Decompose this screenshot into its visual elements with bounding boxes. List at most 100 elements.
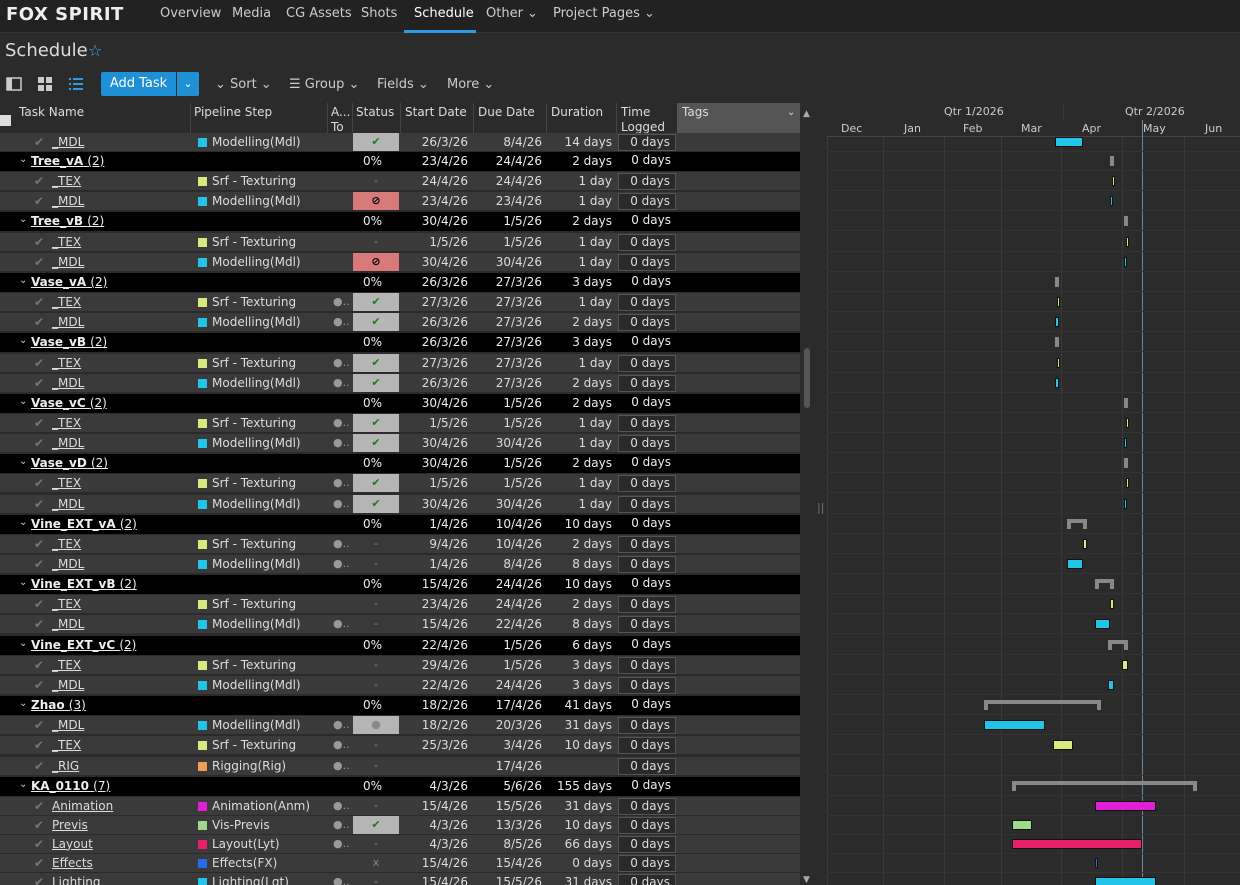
brand-logo[interactable]: FOX SPIRIT — [6, 4, 124, 25]
start-date[interactable]: 18/2/26 — [421, 698, 468, 713]
due-date[interactable]: 8/5/26 — [503, 836, 542, 851]
due-date[interactable]: 30/4/26 — [495, 496, 542, 511]
duration[interactable]: 1 day — [578, 194, 612, 209]
group-row[interactable]: ⌄ Tree_vB (2) 0% 30/4/26 1/5/26 2 days 0 days — [0, 212, 800, 232]
task-row[interactable]: ✔ _MDL Modelling(Mdl) ●.. ✔ 30/4/26 30/4/26 1 d… — [0, 494, 800, 514]
pipeline-step[interactable]: Srf - Texturing — [212, 355, 297, 370]
time-logged[interactable]: 0 days — [618, 134, 676, 151]
task-row[interactable]: ✔ _TEX Srf - Texturing ●.. ✔ 27/3/26 27/3/26 1 … — [0, 293, 800, 313]
time-logged[interactable]: 0 days — [618, 835, 676, 853]
task-row[interactable]: ✔ _MDL Modelling(Mdl) ●.. ✔ 26/3/26 27/3/26 2 d… — [0, 373, 800, 393]
status-badge[interactable]: ✔ — [353, 313, 399, 332]
gantt-summary-bar[interactable] — [1108, 639, 1129, 650]
task-check-icon[interactable]: ✔ — [34, 436, 45, 451]
assignee-avatar-icon[interactable]: ●.. — [333, 355, 350, 369]
time-logged[interactable]: 0 days — [618, 314, 676, 332]
col-assigned[interactable]: A... To — [331, 105, 350, 135]
time-logged[interactable]: 0 days — [618, 777, 676, 795]
gantt-task-bar[interactable] — [1057, 297, 1061, 308]
status-badge[interactable]: - — [374, 597, 378, 611]
group-name[interactable]: Vase_vC (2) — [31, 396, 107, 410]
nav-overview[interactable]: Overview — [160, 6, 222, 21]
fields-button[interactable]: Fields ⌄ — [377, 77, 429, 92]
gantt-task-bar[interactable] — [1094, 876, 1156, 885]
col-time-logged[interactable]: Time Logged — [621, 105, 665, 135]
add-task-menu-button[interactable]: ⌄ — [177, 72, 199, 96]
task-name-link[interactable]: _TEX — [52, 355, 82, 370]
due-date[interactable]: 20/3/26 — [495, 718, 542, 733]
task-row[interactable]: ✔ _TEX Srf - Texturing ●.. ✔ 1/5/26 1/5/26 1 da… — [0, 474, 800, 494]
pipeline-step[interactable]: Srf - Texturing — [212, 597, 297, 612]
due-date[interactable]: 27/3/26 — [495, 295, 542, 310]
task-check-icon[interactable]: ✔ — [34, 874, 45, 885]
expand-chevron-icon[interactable]: ⌄ — [19, 637, 28, 649]
start-date[interactable]: 23/4/26 — [421, 597, 468, 612]
col-duration[interactable]: Duration — [551, 105, 604, 119]
duration[interactable]: 10 days — [564, 577, 612, 592]
time-logged[interactable]: 0 days — [618, 435, 676, 453]
task-row[interactable]: ✔ _TEX Srf - Texturing - 23/4/26 24/4/26 2 day… — [0, 595, 800, 615]
pipeline-step[interactable]: Modelling(Mdl) — [212, 194, 301, 209]
task-row[interactable]: ✔ Previs Vis-Previs ●.. ✔ 4/3/26 13/3/26 10 day… — [0, 815, 800, 835]
gantt-summary-bar[interactable] — [1011, 780, 1197, 791]
nav-schedule[interactable]: Schedule — [414, 6, 474, 21]
time-logged[interactable]: 0 days — [618, 414, 676, 432]
assignee-avatar-icon[interactable]: ●.. — [333, 758, 350, 772]
gantt-task-bar[interactable] — [1055, 377, 1060, 388]
start-date[interactable]: 26/3/26 — [421, 135, 468, 149]
duration[interactable]: 3 days — [572, 677, 612, 692]
scroll-down-icon[interactable]: ▼ — [803, 875, 810, 885]
sort-button[interactable]: ⌄ Sort ⌄ — [215, 77, 272, 92]
favorite-star-icon[interactable]: ☆ — [88, 41, 103, 60]
time-logged[interactable]: 0 days — [618, 596, 676, 614]
duration[interactable]: 1 day — [578, 254, 612, 269]
due-date[interactable]: 1/5/26 — [503, 456, 542, 471]
status-badge[interactable]: ✔ — [353, 494, 399, 513]
due-date[interactable]: 8/4/26 — [503, 135, 542, 149]
status-badge[interactable]: - — [374, 758, 378, 772]
pipeline-step[interactable]: Modelling(Mdl) — [212, 375, 301, 390]
status-badge[interactable]: - — [374, 836, 378, 850]
pipeline-step[interactable]: Rigging(Rig) — [212, 758, 287, 773]
gantt-summary-bar[interactable] — [1055, 337, 1060, 348]
start-date[interactable]: 4/3/26 — [429, 836, 468, 851]
col-task-name[interactable]: Task Name — [19, 105, 85, 119]
task-row[interactable]: ✔ _MDL Modelling(Mdl) ●.. ✔ 26/3/26 27/3/26 2 d… — [0, 313, 800, 333]
start-date[interactable]: 22/4/26 — [421, 637, 468, 652]
task-check-icon[interactable]: ✔ — [34, 677, 45, 692]
task-check-icon[interactable]: ✔ — [34, 557, 45, 571]
gantt-task-bar[interactable] — [1122, 659, 1129, 670]
expand-chevron-icon[interactable]: ⌄ — [19, 335, 28, 347]
time-logged[interactable]: 0 days — [618, 354, 676, 372]
status-badge[interactable]: x — [372, 855, 380, 869]
due-date[interactable]: 27/3/26 — [495, 375, 542, 390]
time-logged[interactable]: 0 days — [618, 173, 676, 191]
due-date[interactable]: 1/5/26 — [503, 214, 542, 229]
gantt-task-bar[interactable] — [1094, 800, 1156, 811]
duration[interactable]: 1 day — [578, 436, 612, 451]
time-logged[interactable]: 0 days — [618, 656, 676, 674]
status-badge[interactable]: ⊘ — [353, 192, 399, 211]
gantt-task-bar[interactable] — [1126, 417, 1130, 428]
gantt-task-bar[interactable] — [1124, 438, 1128, 449]
gantt-summary-bar[interactable] — [984, 700, 1101, 711]
group-row[interactable]: ⌄ Vine_EXT_vC (2) 0% 22/4/26 1/5/26 6 days 0 d… — [0, 635, 800, 655]
time-logged[interactable]: 0 days — [618, 253, 676, 271]
duration[interactable]: 1 day — [578, 295, 612, 310]
assignee-avatar-icon[interactable]: ●.. — [333, 436, 350, 450]
task-check-icon[interactable]: ✔ — [34, 135, 45, 149]
assignee-avatar-icon[interactable]: ●.. — [333, 315, 350, 329]
pipeline-step[interactable]: Animation(Anm) — [212, 798, 311, 813]
grid-view-icon[interactable] — [37, 76, 53, 92]
status-badge[interactable]: - — [374, 617, 378, 631]
status-badge[interactable]: - — [374, 738, 378, 752]
duration[interactable]: 1 day — [578, 476, 612, 491]
group-name[interactable]: KA_0110 (7) — [31, 779, 110, 793]
pipeline-step[interactable]: Srf - Texturing — [212, 415, 297, 430]
status-badge[interactable]: ✔ — [353, 373, 399, 392]
duration[interactable]: 3 days — [572, 657, 612, 672]
due-date[interactable]: 13/3/26 — [495, 817, 542, 832]
gantt-task-bar[interactable] — [1126, 478, 1130, 489]
time-logged[interactable]: 0 days — [618, 273, 676, 291]
duration[interactable]: 2 days — [572, 315, 612, 330]
